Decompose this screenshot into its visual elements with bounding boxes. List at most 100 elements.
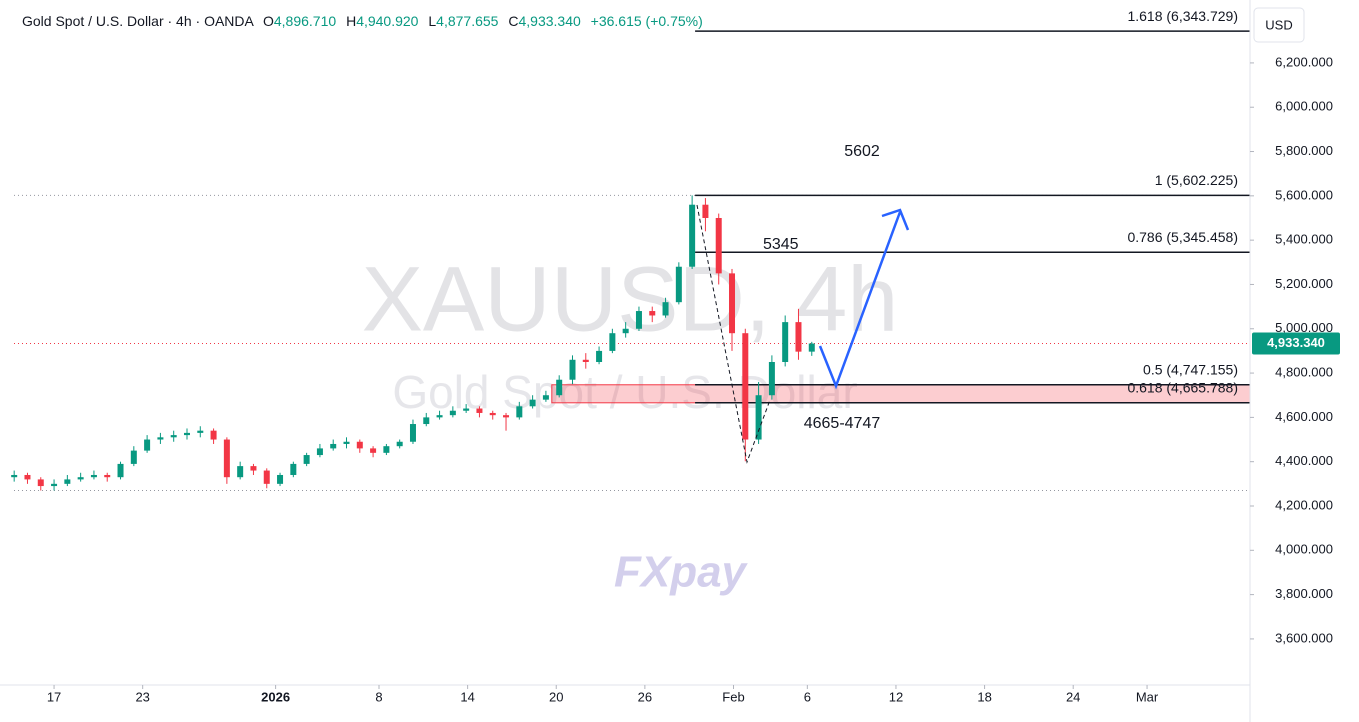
zone-label: 4665-4747 — [804, 415, 881, 432]
candle-body — [237, 466, 244, 478]
candle-body — [64, 479, 71, 484]
price-tag — [1252, 332, 1340, 355]
watermark-subtitle: Gold Spot / U.S. Dollar — [392, 366, 857, 418]
x-tick-label: 2026 — [261, 689, 290, 704]
candle-body — [51, 483, 58, 487]
low-label: L — [428, 13, 436, 29]
open-value: 4,896.710 — [274, 13, 336, 29]
x-tick-label: 12 — [889, 689, 903, 704]
candle-body — [24, 474, 31, 480]
candle-body — [250, 466, 257, 471]
currency-box[interactable] — [1253, 7, 1305, 43]
candle-body — [729, 273, 736, 334]
candle-body — [157, 437, 164, 440]
candle-body — [356, 441, 363, 449]
candle-body — [782, 322, 789, 362]
x-tick-label: 14 — [460, 689, 474, 704]
y-tick-label: 5,200.000 — [1275, 276, 1333, 291]
currency[interactable]: USD — [1265, 17, 1292, 32]
candle-body — [596, 350, 603, 362]
candle-body — [768, 361, 775, 396]
x-tick-label: 8 — [375, 689, 382, 704]
y-tick-label: 5,000.000 — [1275, 320, 1333, 335]
x-tick-label: 6 — [804, 689, 811, 704]
low-value: 4,877.655 — [436, 13, 498, 29]
candle-body — [277, 474, 284, 484]
candle-body — [170, 435, 177, 438]
logo: FXpay — [614, 548, 749, 597]
x-tick-label: 23 — [135, 689, 149, 704]
candle-body — [556, 379, 563, 396]
candle-body — [423, 417, 430, 425]
fib-label: 0.618 (4,665.788) — [1127, 380, 1238, 396]
candle-body — [263, 470, 270, 484]
x-tick-label: 20 — [549, 689, 563, 704]
candle-body — [330, 443, 337, 449]
x-tick-label: 26 — [638, 689, 652, 704]
candle-body — [197, 430, 204, 433]
candle-body — [210, 430, 217, 440]
candle-body — [303, 455, 310, 464]
fib-label: 1.618 (6,343.729) — [1127, 8, 1238, 24]
candle-body — [449, 410, 456, 416]
candle-body — [755, 395, 762, 440]
candle-body — [130, 450, 137, 464]
candle-body — [476, 408, 483, 413]
y-tick-label: 4,400.000 — [1275, 453, 1333, 468]
candle-body — [144, 439, 151, 451]
high-value: 4,940.920 — [356, 13, 418, 29]
arrow-head — [881, 208, 910, 231]
y-tick-label: 5,800.000 — [1275, 143, 1333, 158]
candle-body — [489, 412, 496, 416]
marks-layer — [11, 195, 815, 491]
candle-body — [503, 415, 510, 418]
candle-body — [11, 474, 18, 478]
price-tag-label: 4,933.340 — [1267, 335, 1325, 350]
candle-body — [702, 204, 709, 218]
candle-body — [795, 322, 802, 352]
candle-body — [90, 474, 97, 478]
change: +36.615 (+0.75%) — [591, 13, 703, 29]
grid-layer — [14, 30, 1251, 491]
legend-line: Gold Spot / U.S. Dollar · 4h · OANDA O4,… — [22, 13, 703, 29]
y-tick-label: 6,200.000 — [1275, 54, 1333, 69]
candle-body — [290, 463, 297, 475]
candle-body — [183, 432, 190, 436]
candle-body — [622, 328, 629, 334]
high-label: H — [346, 13, 356, 29]
candle-body — [808, 343, 815, 352]
candle-body — [396, 441, 403, 447]
candle-body — [117, 463, 124, 478]
candle-body — [343, 441, 350, 444]
candle-body — [370, 448, 377, 453]
y-tick-label: 5,600.000 — [1275, 187, 1333, 202]
candle-body — [223, 439, 230, 478]
candle-body — [715, 217, 722, 274]
y-tick-label: 3,600.000 — [1275, 630, 1333, 645]
candle-body — [569, 359, 576, 380]
candle-body — [662, 302, 669, 316]
candle-body — [104, 474, 111, 478]
open-label: O — [263, 13, 274, 29]
text-layer: 4665-4747 1.618 (6,343.729) 1 (5,602.225) 0… — [763, 8, 1238, 432]
candle-body — [582, 359, 589, 362]
candle-body — [37, 479, 44, 487]
candle-body — [609, 333, 616, 351]
candle-body — [529, 399, 536, 407]
candle-body — [436, 415, 443, 418]
candle-body — [383, 446, 390, 453]
zigzag — [696, 204, 771, 464]
candle-body — [689, 204, 696, 267]
fib-label: 0.786 (5,345.458) — [1127, 229, 1238, 245]
y-tick-label: 4,200.000 — [1275, 497, 1333, 512]
annotation: 5602 — [844, 143, 880, 160]
fib-label: 0.5 (4,747.155) — [1143, 361, 1238, 377]
candle-body — [409, 424, 416, 442]
y-tick-label: 3,800.000 — [1275, 586, 1333, 601]
x-tick-label: Feb — [722, 689, 744, 704]
y-tick-label: 6,000.000 — [1275, 99, 1333, 114]
candle-body — [463, 408, 470, 411]
fib-label: 1 (5,602.225) — [1155, 172, 1238, 188]
symbol: Gold Spot / U.S. Dollar · 4h · OANDA — [22, 13, 255, 29]
